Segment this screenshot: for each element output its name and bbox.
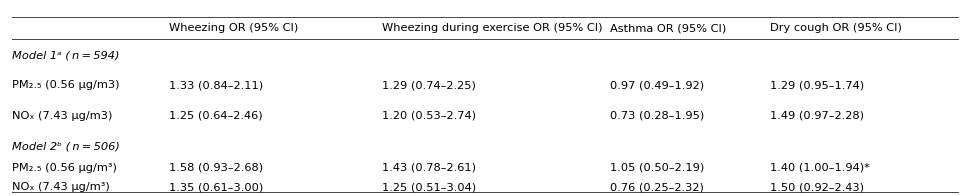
Text: 0.76 (0.25–2.32): 0.76 (0.25–2.32) bbox=[610, 182, 704, 192]
Text: PM₂.₅ (0.56 μg/m3): PM₂.₅ (0.56 μg/m3) bbox=[12, 80, 119, 90]
Text: Wheezing OR (95% CI): Wheezing OR (95% CI) bbox=[169, 23, 299, 34]
Text: Dry cough OR (95% CI): Dry cough OR (95% CI) bbox=[770, 23, 901, 34]
Text: 1.50 (0.92–2.43): 1.50 (0.92–2.43) bbox=[770, 182, 863, 192]
Text: 1.35 (0.61–3.00): 1.35 (0.61–3.00) bbox=[169, 182, 263, 192]
Text: 1.33 (0.84–2.11): 1.33 (0.84–2.11) bbox=[169, 80, 263, 90]
Text: 0.73 (0.28–1.95): 0.73 (0.28–1.95) bbox=[610, 111, 704, 121]
Text: Wheezing during exercise OR (95% CI): Wheezing during exercise OR (95% CI) bbox=[382, 23, 603, 34]
Text: 1.05 (0.50–2.19): 1.05 (0.50–2.19) bbox=[610, 162, 704, 173]
Text: 1.29 (0.74–2.25): 1.29 (0.74–2.25) bbox=[382, 80, 476, 90]
Text: NOₓ (7.43 μg/m³): NOₓ (7.43 μg/m³) bbox=[12, 182, 109, 192]
Text: 1.29 (0.95–1.74): 1.29 (0.95–1.74) bbox=[770, 80, 863, 90]
Text: 0.97 (0.49–1.92): 0.97 (0.49–1.92) bbox=[610, 80, 704, 90]
Text: Model 1ᵃ ( n = 594): Model 1ᵃ ( n = 594) bbox=[12, 51, 119, 61]
Text: 1.40 (1.00–1.94)*: 1.40 (1.00–1.94)* bbox=[770, 162, 869, 173]
Text: 1.20 (0.53–2.74): 1.20 (0.53–2.74) bbox=[382, 111, 476, 121]
Text: Model 2ᵇ ( n = 506): Model 2ᵇ ( n = 506) bbox=[12, 141, 119, 151]
Text: 1.49 (0.97–2.28): 1.49 (0.97–2.28) bbox=[770, 111, 863, 121]
Text: 1.25 (0.64–2.46): 1.25 (0.64–2.46) bbox=[169, 111, 263, 121]
Text: 1.43 (0.78–2.61): 1.43 (0.78–2.61) bbox=[382, 162, 476, 173]
Text: 1.58 (0.93–2.68): 1.58 (0.93–2.68) bbox=[169, 162, 263, 173]
Text: 1.25 (0.51–3.04): 1.25 (0.51–3.04) bbox=[382, 182, 476, 192]
Text: PM₂.₅ (0.56 μg/m³): PM₂.₅ (0.56 μg/m³) bbox=[12, 162, 116, 173]
Text: Asthma OR (95% CI): Asthma OR (95% CI) bbox=[610, 23, 726, 34]
Text: NOₓ (7.43 μg/m3): NOₓ (7.43 μg/m3) bbox=[12, 111, 112, 121]
